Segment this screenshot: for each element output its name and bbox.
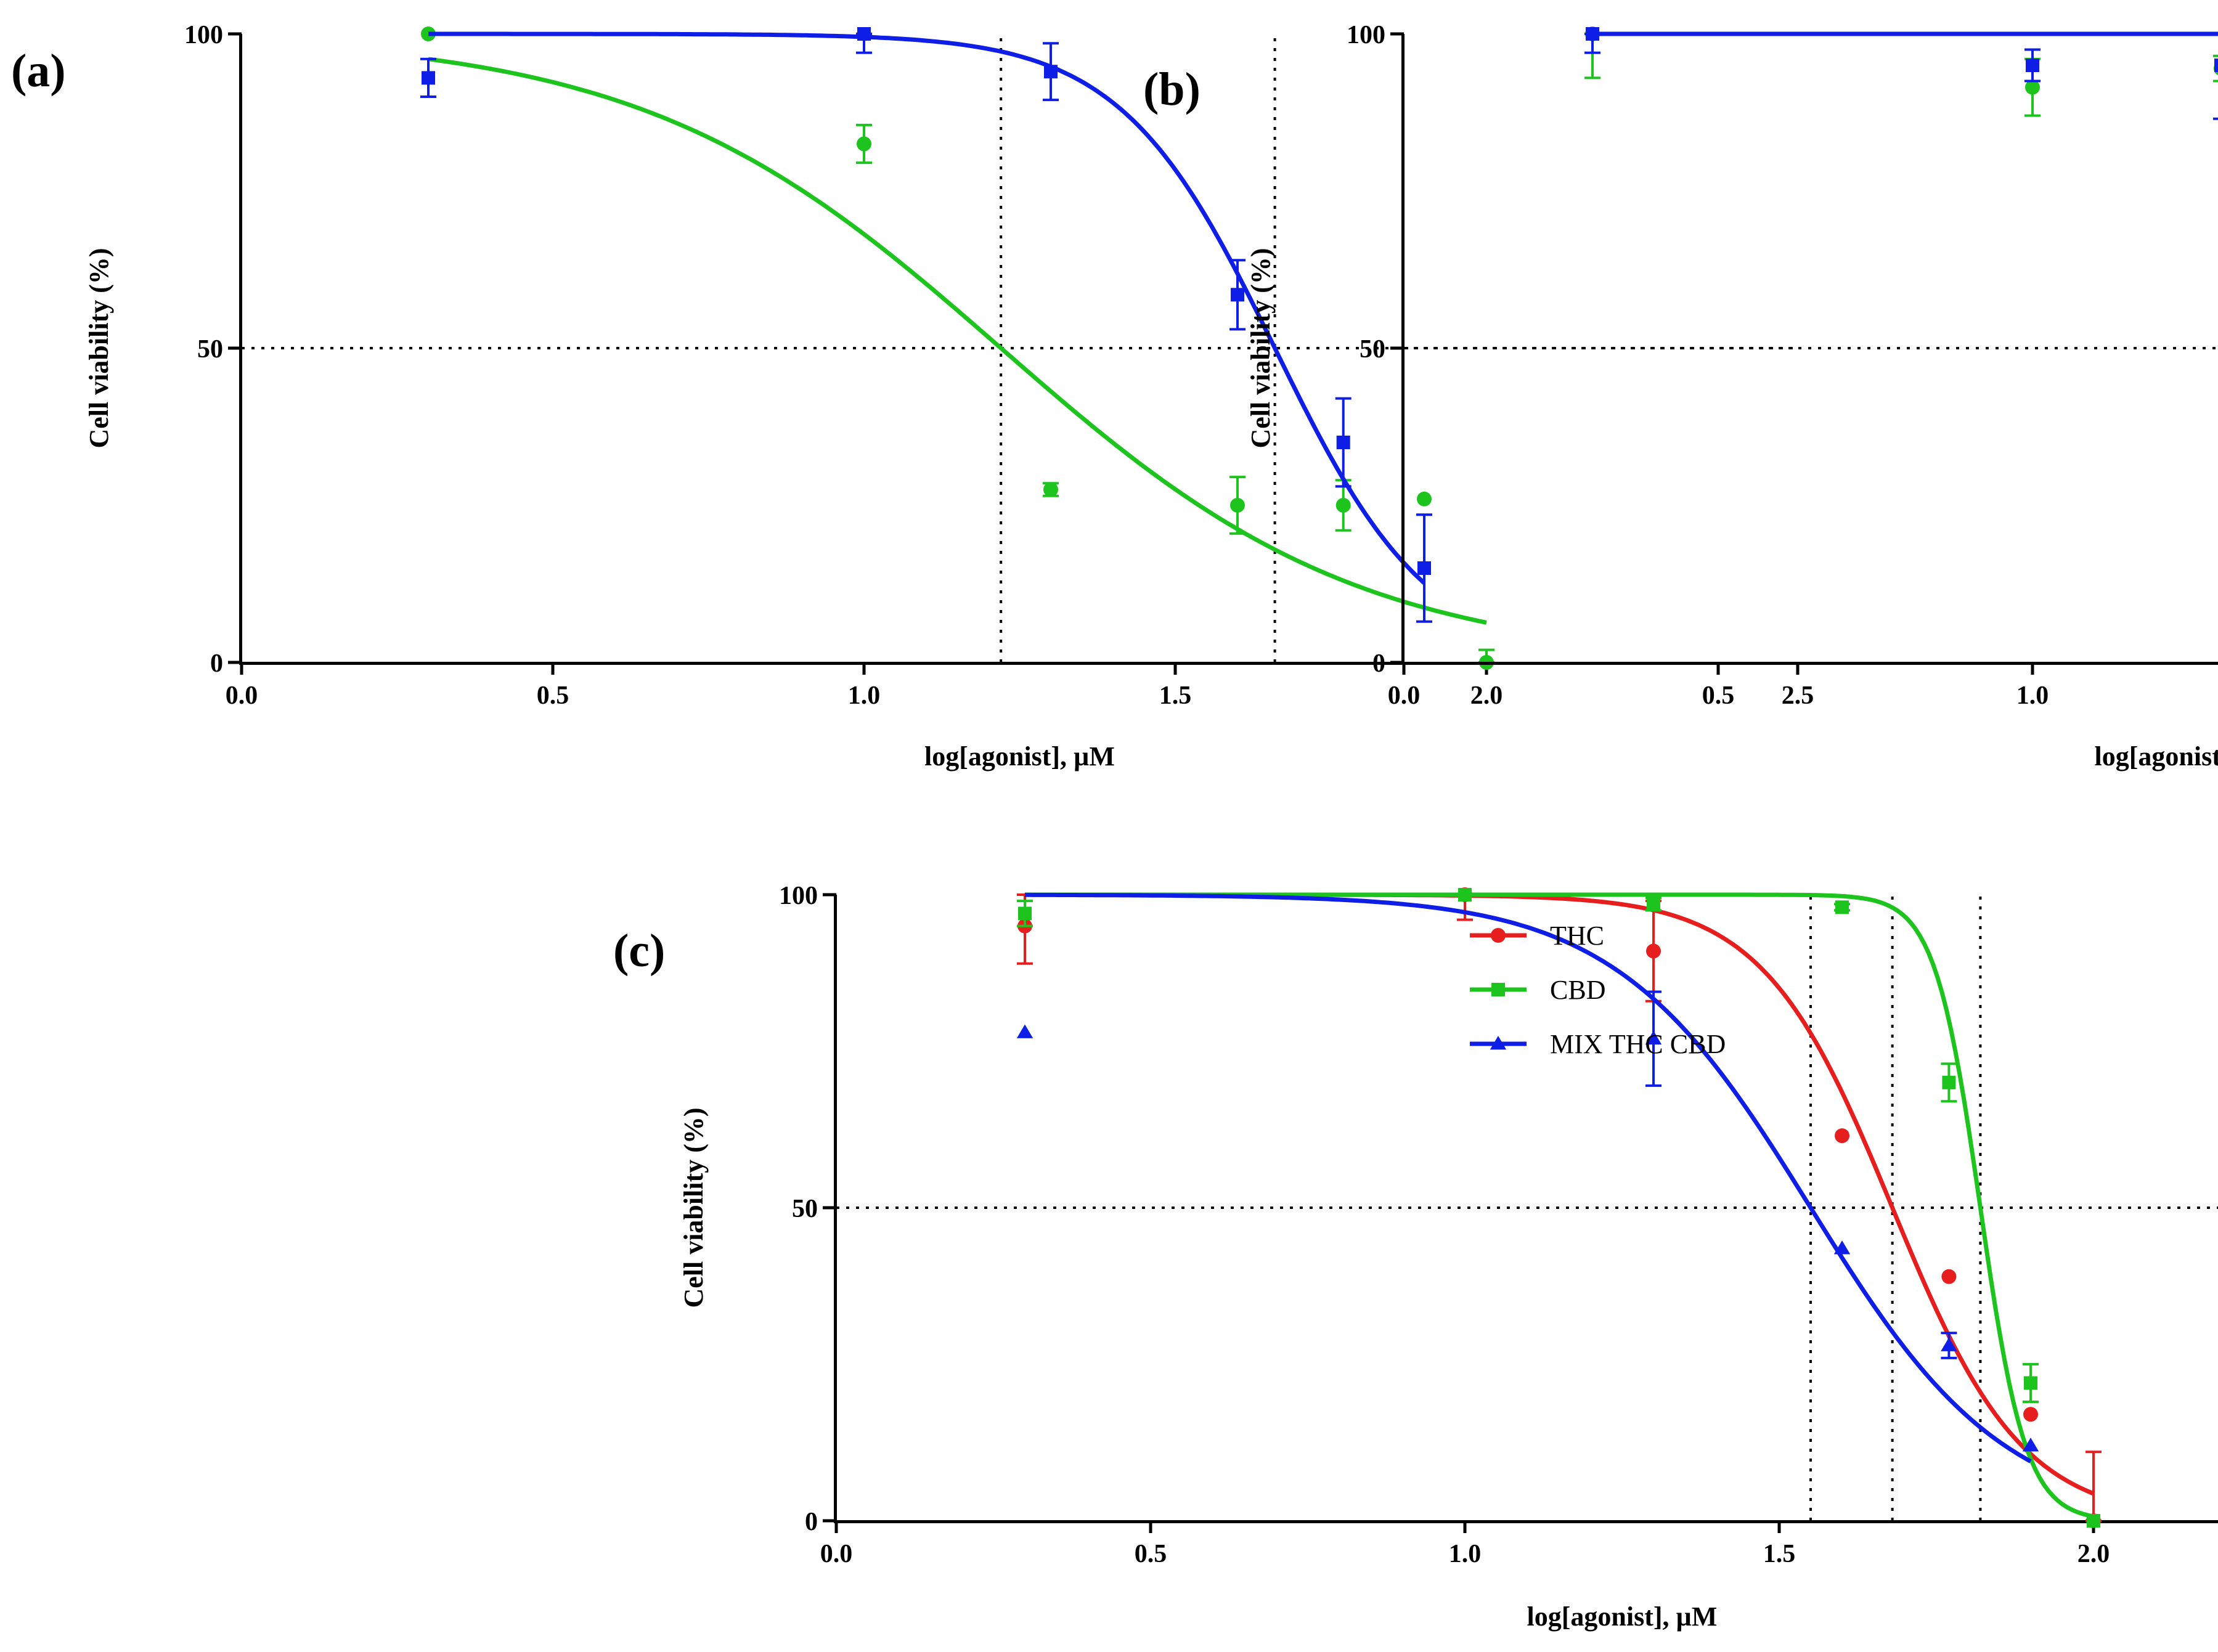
- x-tick-label: 0.5: [1135, 1540, 1167, 1568]
- y-tick-label: 0: [210, 649, 223, 678]
- data-point: [1645, 1030, 1662, 1045]
- data-point: [1941, 1269, 1957, 1284]
- y-axis-title: Cell viability (%): [1246, 248, 1276, 448]
- y-tick-label: 50: [1360, 335, 1385, 364]
- legend-marker: [1491, 928, 1506, 943]
- data-point: [1335, 498, 1351, 513]
- x-axis-title: log[agonist], µM: [2095, 741, 2218, 771]
- y-tick-label: 50: [792, 1195, 818, 1223]
- data-point: [1230, 498, 1245, 513]
- data-point: [2023, 1407, 2038, 1422]
- fit-curve: [428, 31, 1426, 585]
- data-point: [1043, 482, 1058, 497]
- x-tick-label: 1.0: [848, 682, 881, 710]
- data-point: [1647, 897, 1660, 911]
- series-blue: [1584, 27, 2218, 120]
- fit-curve: [1592, 31, 2218, 36]
- x-tick-label: 1.5: [1763, 1540, 1796, 1568]
- data-point: [2022, 1438, 2039, 1452]
- x-tick-label: 1.5: [1159, 682, 1192, 710]
- series-mix-thc-cbd: [1016, 892, 2039, 1463]
- x-tick-label: 0.5: [1702, 682, 1735, 710]
- x-tick-label: 0.5: [537, 682, 569, 710]
- legend-label: MIX THC CBD: [1550, 1029, 1726, 1059]
- legend: THC CBD MIX THC CBD: [1470, 921, 1726, 1059]
- data-point: [1018, 906, 1032, 921]
- panel-letter: (c): [613, 925, 665, 977]
- y-tick-label: 50: [197, 335, 223, 364]
- series-blue: [420, 27, 1432, 623]
- data-point: [2087, 1514, 2100, 1528]
- data-point: [1646, 943, 1661, 959]
- data-point: [1044, 65, 1058, 79]
- fit-curve: [1592, 31, 2218, 36]
- x-tick-label: 2.0: [2077, 1540, 2110, 1568]
- x-tick-label: 0.0: [820, 1540, 853, 1568]
- legend-item: CBD: [1470, 975, 1605, 1005]
- chart-panel-3: (c)0.00.51.01.52.02.5050100log[agonist],…: [613, 882, 2218, 1632]
- data-point: [1942, 1075, 1956, 1089]
- series-green: [1584, 26, 2218, 117]
- data-point: [1016, 1024, 1034, 1038]
- legend-label: THC: [1550, 921, 1604, 951]
- data-point: [1586, 27, 1599, 41]
- y-axis-title: Cell viability (%): [84, 248, 114, 448]
- series-green: [421, 26, 1494, 670]
- y-tick-label: 100: [779, 882, 818, 910]
- chart-panel-2: (b) 0.0 0.5 1.0 1.5 2.0 2.5 0 50 100 log[agonist],…: [1143, 21, 2218, 771]
- x-tick-label: 0.0: [226, 682, 258, 710]
- chart-panel-1: (a) 0.0 0.5 1.0 1.5 2.0 2.5 0 50 100 log[agonist],…: [11, 21, 1814, 771]
- data-point: [2025, 79, 2040, 95]
- data-point: [2214, 59, 2218, 72]
- data-point: [1231, 288, 1244, 302]
- legend-label: CBD: [1550, 975, 1605, 1005]
- y-tick-label: 0: [805, 1508, 818, 1536]
- data-point: [422, 71, 435, 85]
- y-tick-label: 100: [184, 21, 223, 49]
- legend-marker: [1491, 983, 1505, 996]
- x-tick-label: 2.0: [1470, 682, 1503, 710]
- x-tick-label: 1.0: [2016, 682, 2049, 710]
- x-tick-label: 2.5: [1782, 682, 1814, 710]
- data-point: [1833, 1240, 1851, 1255]
- fit-curve: [428, 57, 1487, 625]
- x-axis-title: log[agonist], µM: [1527, 1601, 1718, 1632]
- data-point: [857, 27, 871, 41]
- data-point: [1458, 888, 1472, 901]
- fit-curve: [1025, 892, 2032, 1463]
- legend-item: MIX THC CBD: [1470, 1029, 1726, 1059]
- x-tick-label: 0.0: [1388, 682, 1421, 710]
- data-point: [857, 136, 871, 152]
- data-point: [1417, 491, 1432, 507]
- data-point: [1835, 900, 1849, 914]
- x-tick-label: 1.0: [1449, 1540, 1482, 1568]
- data-point: [1835, 1128, 1849, 1144]
- data-point: [1941, 1337, 1957, 1351]
- legend-item: THC: [1470, 921, 1604, 951]
- data-point: [1417, 561, 1431, 575]
- x-axis-title: log[agonist], µM: [924, 741, 1115, 771]
- y-tick-label: 100: [1347, 21, 1385, 49]
- y-tick-label: 0: [1372, 649, 1385, 678]
- data-point: [1336, 436, 1350, 449]
- y-axis-title: Cell viability (%): [679, 1107, 709, 1308]
- legend-marker: [1490, 1036, 1507, 1050]
- panel-letter: (a): [11, 45, 66, 97]
- data-point: [2024, 1376, 2037, 1390]
- panel-letter: (b): [1143, 63, 1201, 115]
- data-point: [2026, 59, 2039, 72]
